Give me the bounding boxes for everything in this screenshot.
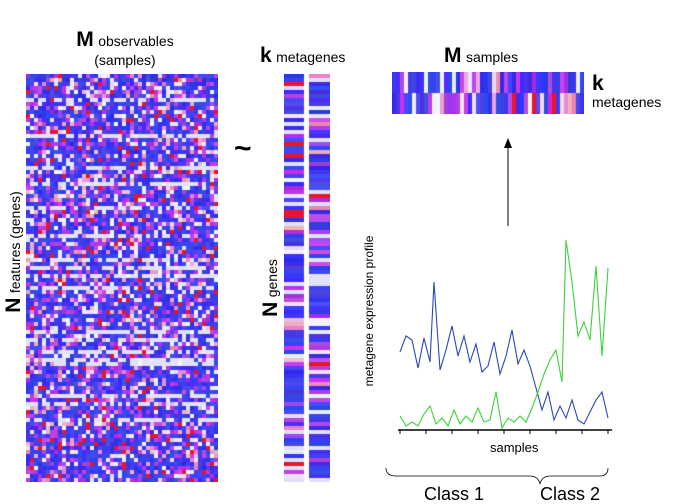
top-matrix-title-text: samples	[465, 49, 519, 65]
plot-ylabel: metagene expression profile	[362, 235, 376, 387]
class-2-label: Class 2	[540, 484, 601, 504]
metagene-1-line	[399, 281, 609, 425]
middle-matrix-title-text: metagenes	[276, 49, 346, 65]
plot-xlabel: samples	[490, 440, 539, 455]
x-axis-ticks	[399, 430, 609, 434]
middle-matrix-side-label: N genes	[259, 233, 283, 343]
top-matrix-right-letter: k	[592, 72, 604, 95]
class-1-label: Class 1	[424, 484, 485, 504]
middle-matrix-letter: k	[260, 44, 272, 67]
samples-heatmap	[392, 72, 584, 114]
left-matrix-side-label: N features (genes)	[2, 132, 26, 372]
class-brace	[385, 467, 609, 485]
middle-matrix-side-text: genes	[264, 259, 280, 298]
metagene-2-line	[399, 239, 609, 430]
left-matrix-title-sub: (samples)	[94, 52, 156, 68]
middle-matrix-side-letter: N	[259, 301, 282, 317]
features-heatmap	[26, 74, 218, 482]
left-matrix-letter: M	[76, 28, 94, 51]
left-matrix-side-letter: N	[2, 297, 25, 313]
arrow-head	[504, 138, 512, 148]
top-matrix-letter: M	[444, 44, 462, 67]
metagene-profile-plot	[385, 138, 612, 485]
left-matrix-title-text: observables	[98, 33, 174, 49]
top-matrix-right-text: metagenes	[592, 94, 662, 110]
approx-symbol: ~	[234, 132, 252, 165]
middle-matrix-title: k metagenes	[260, 44, 370, 68]
top-matrix-title: M samples	[444, 44, 518, 68]
left-matrix-title: M observables (samples)	[30, 28, 220, 70]
top-matrix-right-label: k metagenes	[592, 72, 662, 110]
metagenes-heatmap	[284, 74, 330, 482]
left-matrix-side-text: features (genes)	[7, 191, 23, 294]
